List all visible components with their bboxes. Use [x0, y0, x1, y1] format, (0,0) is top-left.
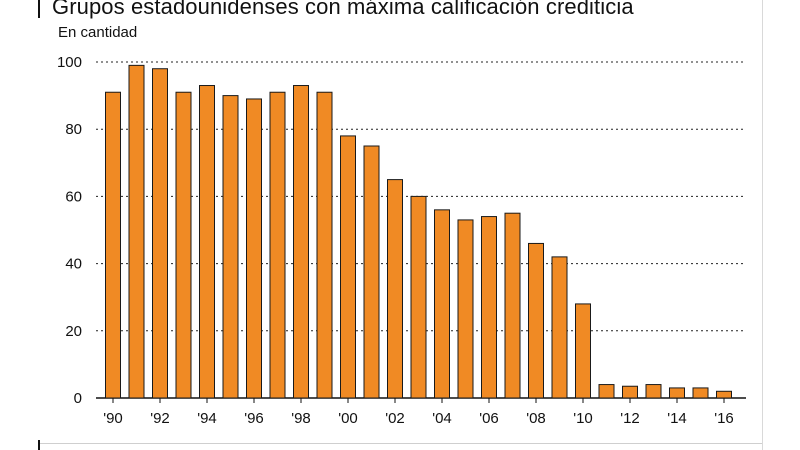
- bar-2008: [528, 242, 544, 399]
- chart-subtitle: En cantidad: [58, 24, 138, 41]
- bar-1990: [105, 91, 121, 399]
- x-tick-label: '98: [291, 410, 311, 427]
- bottom-border: [38, 443, 762, 444]
- bar-2001: [363, 145, 380, 399]
- y-tick-label: 40: [65, 256, 82, 273]
- x-tick-label: '16: [714, 410, 734, 427]
- bar-1992: [152, 68, 168, 399]
- x-tick-label: '90: [103, 410, 123, 427]
- bar-1995: [222, 95, 239, 399]
- bar-1999: [316, 91, 333, 399]
- bar-2014: [669, 387, 685, 399]
- bar-2010: [575, 303, 591, 399]
- y-tick-label: 20: [65, 323, 82, 340]
- bar-2007: [504, 212, 521, 399]
- bar-2006: [481, 216, 497, 399]
- right-edge-line: [762, 0, 763, 450]
- bar-2013: [645, 384, 662, 399]
- x-tick-label: '96: [244, 410, 264, 427]
- x-tick-label: '04: [432, 410, 452, 427]
- x-tick-label: '94: [197, 410, 217, 427]
- bar-1993: [175, 91, 192, 399]
- y-tick-label: 100: [57, 54, 82, 71]
- bar-2012: [622, 385, 638, 399]
- y-tick-label: 80: [65, 121, 82, 138]
- bar-1998: [293, 85, 309, 399]
- bar-1994: [199, 85, 215, 399]
- bar-2009: [551, 256, 568, 399]
- bar-1996: [246, 98, 262, 399]
- x-tick-label: '12: [620, 410, 640, 427]
- bar-1997: [269, 91, 286, 399]
- x-tick-label: '00: [338, 410, 358, 427]
- x-tick-label: '10: [573, 410, 593, 427]
- y-tick-label: 0: [74, 390, 82, 407]
- x-tick-label: '08: [526, 410, 546, 427]
- bar-2000: [340, 135, 356, 399]
- bar-2002: [387, 179, 403, 399]
- bar-2004: [434, 209, 450, 399]
- bar-1991: [128, 64, 145, 399]
- bar-2015: [692, 387, 709, 399]
- y-tick-label: 60: [65, 188, 82, 205]
- bar-2016: [716, 390, 732, 399]
- x-tick-label: '92: [150, 410, 170, 427]
- bar-2011: [598, 384, 615, 399]
- x-tick-label: '02: [385, 410, 405, 427]
- x-tick-label: '14: [667, 410, 687, 427]
- bar-2003: [410, 195, 427, 399]
- bar-2005: [457, 219, 474, 399]
- left-accent-rule: [38, 0, 40, 18]
- x-tick-label: '06: [479, 410, 499, 427]
- chart-title: Grupos estadounidenses con máxima califi…: [52, 0, 634, 19]
- bottom-accent-rule: [38, 440, 40, 450]
